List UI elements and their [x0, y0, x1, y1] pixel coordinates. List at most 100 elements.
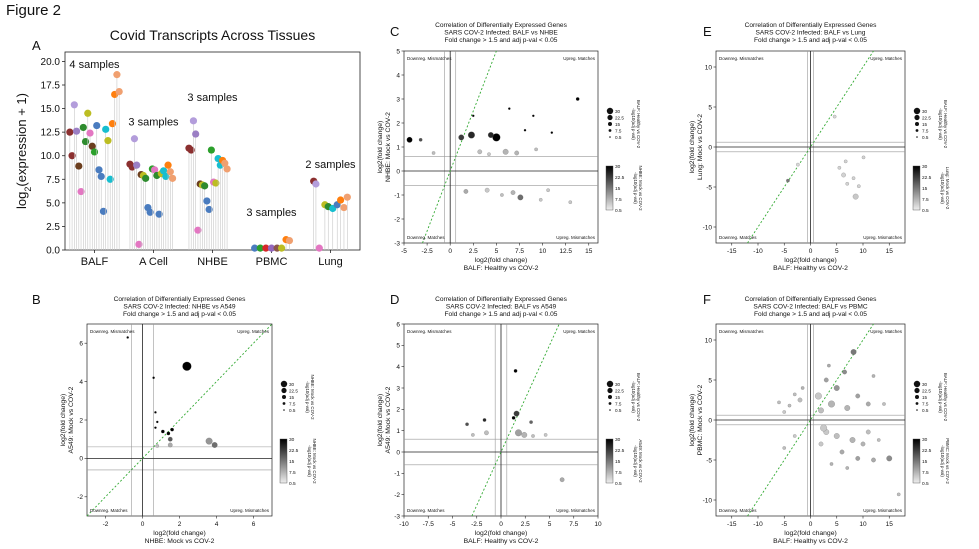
chart-panel-e: Correlation of Differentially Expressed …	[689, 22, 950, 272]
colorbar-tick-label: 0.5	[615, 481, 622, 487]
data-point	[194, 226, 202, 234]
quadrant-label: Downreg. Mismatches	[90, 329, 135, 334]
data-point	[97, 172, 105, 181]
size-legend-marker	[609, 409, 611, 411]
x-tick-label: 0	[809, 521, 813, 528]
colorbar	[912, 438, 921, 484]
data-point	[500, 193, 504, 197]
data-point	[855, 456, 861, 461]
chart-panel-a: Covid Transcripts Across Tissues 0.0 2.5 5.…	[14, 27, 361, 268]
data-point	[532, 114, 535, 118]
size-legend-marker	[915, 402, 919, 405]
size-legend-label: 22.5	[922, 115, 931, 120]
y-axis-label: log2(fold change)	[689, 394, 696, 447]
colorbar-tick-label: 22.5	[615, 175, 625, 181]
size-legend-marker	[606, 107, 614, 115]
quadrant-label: Downreg. Mismatches	[407, 56, 452, 61]
colorbar-tick-label: 15	[922, 459, 928, 465]
data-point	[418, 138, 423, 142]
size-legend-marker	[281, 387, 287, 394]
size-legend-marker	[914, 114, 920, 121]
y-tick-label: 20.0	[41, 57, 61, 68]
data-point	[513, 410, 520, 417]
data-point	[514, 150, 520, 156]
data-point	[517, 194, 524, 201]
quadrant-label: Downreg. Matches	[719, 508, 757, 513]
y-tick-label: 2.5	[46, 222, 60, 233]
chart-title-line: Fold change > 1.5 and adj p-val < 0.05	[754, 311, 867, 318]
size-legend-title: -log10(adj p-val)	[305, 381, 310, 413]
y-tick-label: 10	[705, 64, 713, 71]
data-point	[84, 109, 92, 117]
x-tick-label: -7.5	[423, 521, 435, 528]
colorbar-title: -log10(adj p-val)	[633, 445, 638, 477]
panel-letter-a: A	[32, 38, 41, 53]
size-legend-marker	[916, 409, 918, 411]
y-axis-label: NHBE: Mock vs COV-2	[385, 112, 392, 182]
size-legend-label: 0.5	[289, 408, 296, 413]
x-tick-label: -10	[753, 248, 763, 255]
data-point	[167, 436, 173, 442]
data-point	[845, 466, 850, 470]
quadrant-label: Upreg. Mismatches	[230, 508, 270, 513]
quadrant-label: Downreg. Matches	[407, 235, 445, 240]
data-point	[782, 446, 786, 450]
size-legend-caption: BALF: Healthy vs COV-2	[636, 100, 641, 149]
y-tick-label: 7.5	[46, 175, 60, 186]
data-point	[575, 97, 580, 101]
sample-count-label: 4 samples	[69, 59, 120, 71]
data-point	[842, 369, 847, 375]
identity-line	[422, 50, 497, 244]
y-tick-label: 1	[396, 144, 400, 151]
data-point	[161, 429, 165, 434]
chart-title-line: Correlation of Differentially Expressed …	[745, 296, 878, 303]
quadrant-label: Downreg. Matches	[407, 508, 445, 513]
size-legend-marker	[915, 122, 919, 126]
y-tick-label: -10	[703, 224, 713, 231]
data-point	[458, 134, 465, 141]
quadrant-label: Upreg. Mismatches	[863, 508, 903, 513]
data-point	[207, 146, 215, 154]
data-point	[513, 369, 518, 373]
data-point	[159, 167, 168, 175]
colorbar-caption: NHBE: Mock vs COV-2	[638, 165, 643, 211]
data-point	[827, 363, 831, 368]
x-tick-label: 2.5	[521, 521, 530, 528]
x-axis-label: BALF: Healthy vs COV-2	[464, 265, 539, 272]
colorbar-caption: PBMC: Mock vs COV-2	[945, 438, 950, 484]
size-legend-caption: NHBE: Mock vs COV-2	[310, 374, 315, 420]
colorbar-tick-label: 15	[615, 186, 621, 192]
data-point	[223, 165, 231, 173]
y-tick-label: 5	[396, 343, 400, 350]
size-legend-marker	[913, 380, 921, 388]
colorbar-tick-label: 30	[615, 164, 621, 170]
data-point	[156, 420, 159, 424]
x-tick-label: -15	[727, 248, 737, 255]
chart-panel-f: Correlation of Differentially Expressed …	[689, 296, 950, 545]
data-point	[851, 176, 856, 180]
x-axis-label: NHBE: Mock vs COV-2	[145, 538, 215, 545]
data-point	[531, 434, 535, 438]
colorbar	[605, 165, 614, 211]
x-tick-label: 5	[835, 521, 839, 528]
data-point	[187, 146, 195, 154]
data-point	[797, 397, 803, 403]
x-tick-label: 5	[548, 521, 552, 528]
data-point	[192, 130, 200, 138]
data-point	[99, 207, 108, 215]
data-point	[267, 244, 276, 252]
x-tick-label: A Cell	[139, 256, 168, 268]
x-tick-label: -10	[399, 521, 409, 528]
y-tick-label: 17.5	[41, 81, 61, 92]
size-legend-marker	[608, 122, 612, 126]
colorbar-tick-label: 7.5	[922, 197, 929, 203]
size-legend-marker	[608, 395, 612, 399]
data-point	[164, 161, 172, 169]
data-point	[108, 120, 117, 128]
data-point	[849, 437, 856, 443]
y-tick-label: 5	[708, 104, 712, 111]
panel-letter-b: B	[32, 292, 41, 307]
sample-count-label: 3 samples	[128, 117, 179, 129]
y-tick-label: -2	[77, 494, 83, 501]
data-point	[871, 457, 876, 463]
